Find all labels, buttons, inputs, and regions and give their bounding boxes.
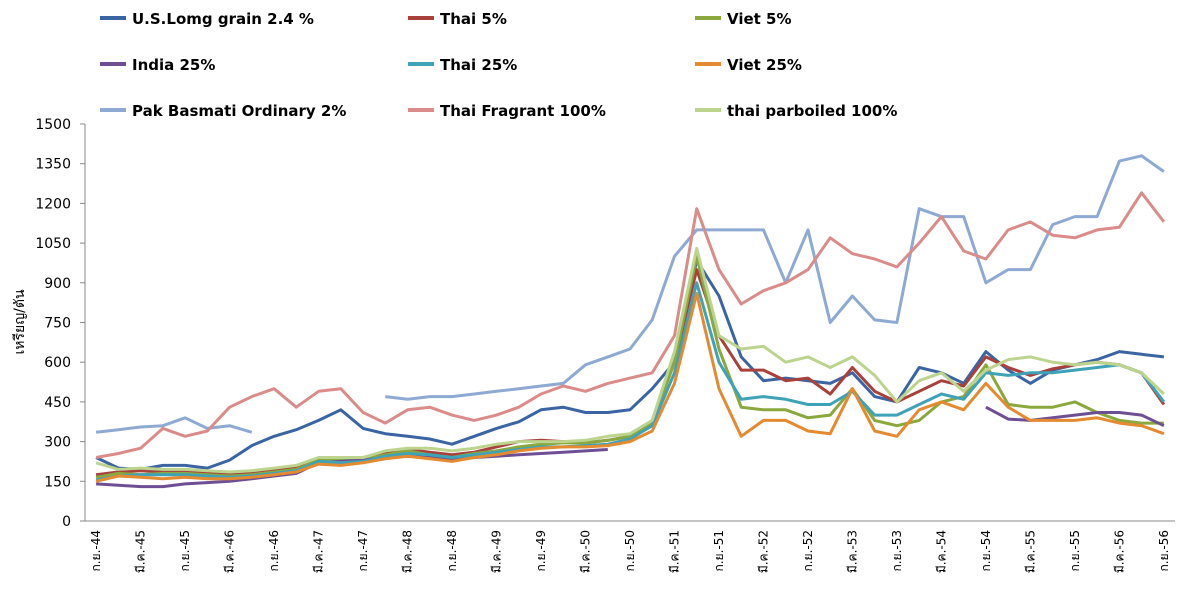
x-tick-label: มี.ค.-51: [667, 530, 681, 573]
x-tick-label: ก.ย.-52: [801, 530, 815, 572]
y-axis-label: เหรียญ/ตัน: [12, 289, 28, 354]
x-tick-label: มี.ค.-46: [223, 530, 237, 573]
x-tick-label: ก.ย.-49: [534, 530, 548, 572]
series-line: [95, 246, 1165, 474]
legend-label: Viet 5%: [727, 10, 792, 28]
x-tick-label: มี.ค.-53: [845, 530, 859, 573]
legend-label: Thai 25%: [440, 56, 517, 74]
x-tick-label: ก.ย.-47: [356, 530, 370, 572]
legend-label: Thai 5%: [440, 10, 507, 28]
series-line: [95, 191, 1166, 459]
x-tick-label: มี.ค.-49: [490, 530, 504, 573]
legend-label: Pak Basmati Ordinary 2%: [132, 102, 346, 120]
series-line: [95, 281, 1166, 482]
x-tick-label: มี.ค.-50: [579, 530, 593, 573]
x-tick-label: ก.ย.-54: [979, 530, 993, 572]
x-tick-label: มี.ค.-55: [1023, 530, 1037, 573]
y-tick-label: 300: [44, 435, 71, 451]
x-tick-label: มี.ค.-47: [312, 530, 326, 573]
x-tick-label: ก.ย.-50: [623, 530, 637, 572]
x-tick-label: ก.ย.-51: [712, 530, 726, 572]
legend-label: U.S.Lomg grain 2.4 %: [132, 10, 314, 28]
x-tick-label: มี.ค.-48: [401, 530, 415, 573]
legend-label: Thai Fragrant 100%: [440, 102, 606, 120]
y-tick-label: 900: [44, 276, 71, 292]
x-tick-label: ก.ย.-45: [178, 530, 192, 572]
x-tick-label: มี.ค.-56: [1112, 530, 1126, 573]
y-tick-label: 1350: [35, 157, 71, 173]
x-tick-label: ก.ย.-55: [1068, 530, 1082, 572]
y-tick-label: 450: [44, 395, 71, 411]
x-tick-label: มี.ค.-54: [934, 530, 948, 573]
y-tick-label: 1200: [35, 196, 71, 212]
y-tick-label: 0: [62, 514, 71, 530]
series-line: [95, 258, 1165, 471]
series-line: [95, 291, 1165, 483]
x-tick-label: มี.ค.-45: [134, 530, 148, 573]
x-tick-label: ก.ย.-48: [445, 530, 459, 572]
x-tick-label: มี.ค.-52: [756, 530, 770, 573]
y-tick-label: 150: [44, 474, 71, 490]
x-tick-label: ก.ย.-46: [267, 530, 281, 572]
y-tick-label: 750: [44, 316, 71, 332]
y-tick-label: 600: [44, 355, 71, 371]
legend-label: Viet 25%: [727, 56, 802, 74]
y-tick-label: 1050: [35, 236, 71, 252]
x-tick-label: ก.ย.-53: [890, 530, 904, 572]
y-tick-label: 1500: [35, 117, 71, 133]
legend-label: India 25%: [132, 56, 215, 74]
x-tick-label: ก.ย.-56: [1157, 530, 1171, 572]
x-tick-label: ก.ย.-44: [89, 530, 103, 572]
legend-label: thai parboiled 100%: [727, 102, 897, 120]
series-line: [95, 154, 1165, 434]
